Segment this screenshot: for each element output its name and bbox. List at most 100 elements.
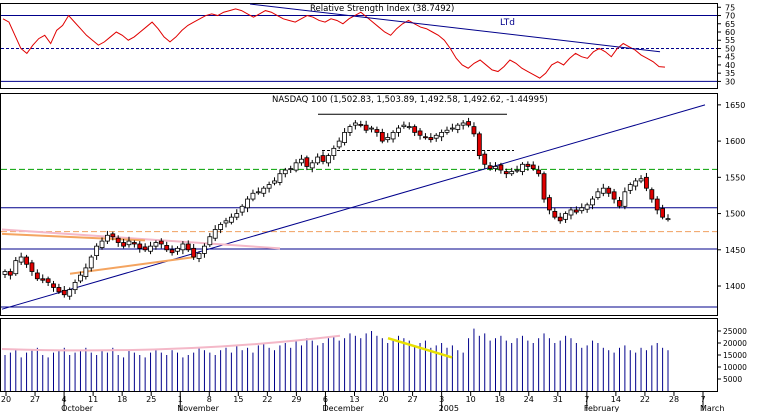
x-tick-label: 20	[378, 395, 388, 404]
candle-body	[110, 233, 116, 238]
candle-body	[385, 137, 391, 141]
candle-body	[520, 163, 525, 172]
candle-body	[557, 216, 563, 222]
candle-body	[331, 147, 337, 156]
rsi-series-line	[2, 8, 666, 79]
x-tick-label: 18	[117, 395, 127, 404]
rsi-tick-label: 30	[725, 77, 735, 86]
x-tick-label: 25	[146, 395, 156, 404]
x-month-label: November	[177, 404, 219, 412]
x-tick-label: 11	[88, 395, 98, 404]
volume-tick-label: 20000	[723, 339, 747, 348]
candle-body	[234, 213, 240, 218]
candle-body	[239, 205, 245, 213]
x-month-label: March	[700, 404, 724, 412]
candle-body	[83, 267, 89, 277]
price-tick-label: 1500	[725, 210, 745, 219]
candle-body	[595, 191, 601, 199]
candle-body	[326, 155, 331, 164]
x-tick-label: 10	[466, 395, 476, 404]
candle-body	[627, 184, 633, 191]
candle-body	[99, 240, 105, 249]
candle-body	[29, 262, 35, 272]
rsi-trendline	[249, 3, 661, 53]
candle-body	[590, 198, 595, 206]
candle-body	[433, 134, 439, 139]
rsi-tick-label: 55	[725, 36, 735, 45]
candle-body	[131, 242, 137, 245]
candle-body	[471, 126, 477, 135]
candle-body	[536, 169, 542, 175]
candle-body	[660, 208, 666, 218]
candle-body	[622, 191, 628, 207]
volume-pink-curve	[1, 334, 341, 352]
candle-body	[51, 283, 56, 288]
candle-body	[617, 200, 622, 207]
volume-tick-label: 15000	[723, 351, 747, 360]
candle-body	[223, 220, 229, 224]
candle-body	[638, 178, 644, 182]
x-tick-label: 8	[207, 395, 212, 404]
candle-body	[498, 164, 504, 171]
candle-body	[374, 129, 380, 133]
rsi-title: Relative Strength Index (38.7492)	[310, 4, 454, 14]
candle-body	[547, 197, 552, 211]
price-tick-label: 1400	[725, 282, 745, 291]
price-tick-label: 1450	[725, 246, 745, 255]
x-month-label: December	[322, 404, 364, 412]
candle-body	[61, 289, 67, 296]
candle-body	[541, 173, 547, 200]
candle-body	[126, 240, 132, 246]
candle-body	[369, 127, 374, 130]
candle-body	[568, 209, 574, 216]
candle-body	[390, 132, 396, 140]
candle-body	[455, 124, 461, 130]
candle-body	[299, 158, 304, 164]
candle-body	[148, 245, 153, 252]
x-month-label: 2005	[439, 404, 459, 412]
candle-body	[320, 155, 326, 162]
candle-body	[363, 124, 369, 131]
x-tick-label: 28	[669, 395, 679, 404]
candle-body	[336, 140, 342, 148]
price-frame	[0, 93, 718, 316]
candle-body	[493, 166, 498, 170]
pink-trend-line	[1, 228, 281, 250]
candle-body	[13, 260, 19, 275]
x-tick-label: 22	[262, 395, 272, 404]
candle-body	[261, 187, 267, 194]
x-tick-label: 3	[439, 395, 444, 404]
candle-body	[196, 253, 202, 259]
candle-body	[412, 126, 418, 133]
candle-body	[563, 213, 568, 220]
price-tick-label: 1550	[725, 173, 745, 182]
ltd-annotation: LTd	[500, 18, 515, 28]
rsi-tick-label: 60	[725, 28, 735, 37]
candle-body	[282, 169, 288, 175]
candle-body	[509, 171, 515, 175]
x-tick-label: 6	[323, 395, 328, 404]
candle-body	[573, 209, 579, 213]
candle-body	[347, 126, 353, 133]
candle-body	[396, 127, 401, 133]
x-tick-label: 24	[524, 395, 534, 404]
candle-body	[423, 136, 428, 139]
candle-body	[250, 192, 256, 200]
candle-body	[665, 218, 671, 221]
candle-body	[158, 240, 164, 245]
x-tick-label: 31	[553, 395, 563, 404]
candle-body	[153, 242, 159, 247]
rsi-tick-label: 35	[725, 69, 735, 78]
candle-body	[525, 163, 531, 167]
candle-body	[611, 191, 617, 200]
rsi-tick-label: 45	[725, 53, 735, 62]
x-tick-label: 14	[611, 395, 621, 404]
candle-body	[309, 162, 315, 169]
candle-body	[606, 187, 612, 194]
candle-body	[40, 278, 46, 281]
candle-body	[304, 157, 310, 167]
x-month-label: February	[584, 404, 620, 412]
x-tick-label: 18	[495, 395, 505, 404]
candle-body	[137, 243, 143, 249]
